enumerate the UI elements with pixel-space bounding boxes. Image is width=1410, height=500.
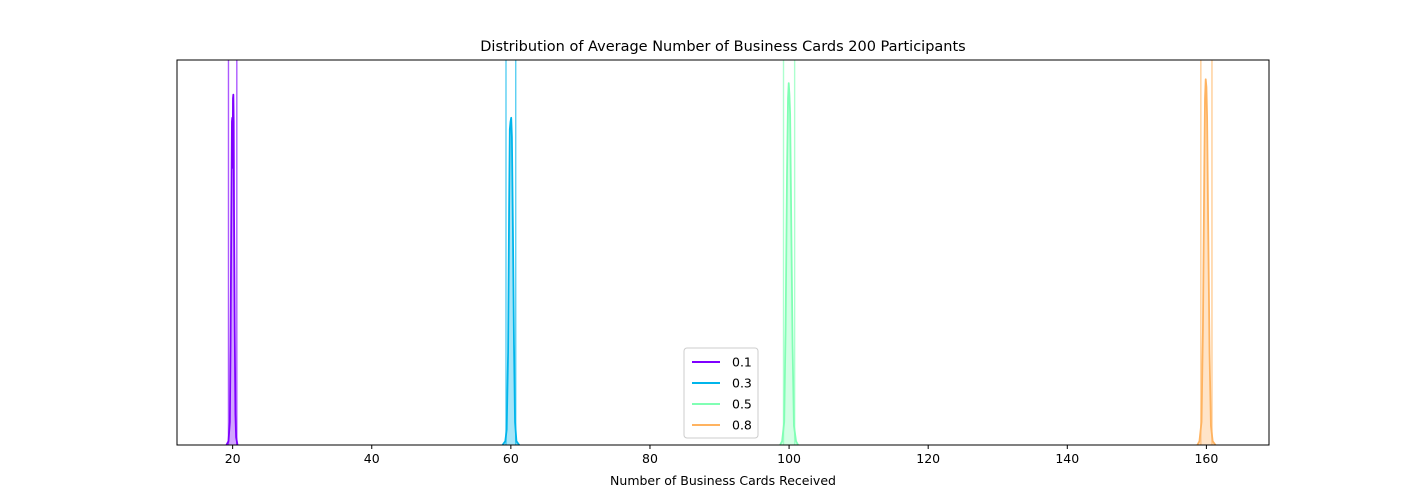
x-tick-label-140: 140 [1055,451,1079,466]
density-line-0.5 [779,82,799,446]
series-0.1 [225,60,239,446]
legend-item-0.3: 0.3 [692,376,752,391]
series-0.8 [1196,60,1217,446]
series-0.5 [779,60,799,446]
density-fill-0.3 [502,117,520,445]
density-line-0.1 [225,93,239,446]
legend-label-0.8: 0.8 [732,418,752,433]
legend-item-0.5: 0.5 [692,397,752,412]
x-tick-label-160: 160 [1194,451,1218,466]
x-axis: 20 40 60 80 100 120 140 160 [225,445,1218,466]
legend: 0.1 0.3 0.5 0.8 [683,347,759,439]
x-tick-label-120: 120 [916,451,940,466]
x-axis-label: Number of Business Cards Received [610,473,836,488]
plot-frame [176,59,1270,446]
legend-item-0.8: 0.8 [692,418,752,433]
density-line-0.3 [501,116,520,446]
x-tick-label-20: 20 [225,451,241,466]
x-tick-label-40: 40 [364,451,380,466]
legend-label-0.3: 0.3 [732,376,752,391]
density-fill-0.5 [780,83,799,445]
x-tick-label-100: 100 [777,451,801,466]
series-0.3 [501,60,520,446]
legend-item-0.1: 0.1 [692,355,752,370]
density-fill-0.8 [1197,79,1216,445]
legend-items: 0.1 0.3 0.5 0.8 [692,355,752,433]
x-tick-label-80: 80 [642,451,658,466]
legend-label-0.1: 0.1 [732,355,752,370]
density-line-0.8 [1196,78,1217,446]
legend-frame [683,347,759,439]
legend-label-0.5: 0.5 [732,397,752,412]
chart-title: Distribution of Average Number of Busine… [480,39,965,55]
x-tick-label-60: 60 [503,451,519,466]
series-layer [225,60,1217,446]
